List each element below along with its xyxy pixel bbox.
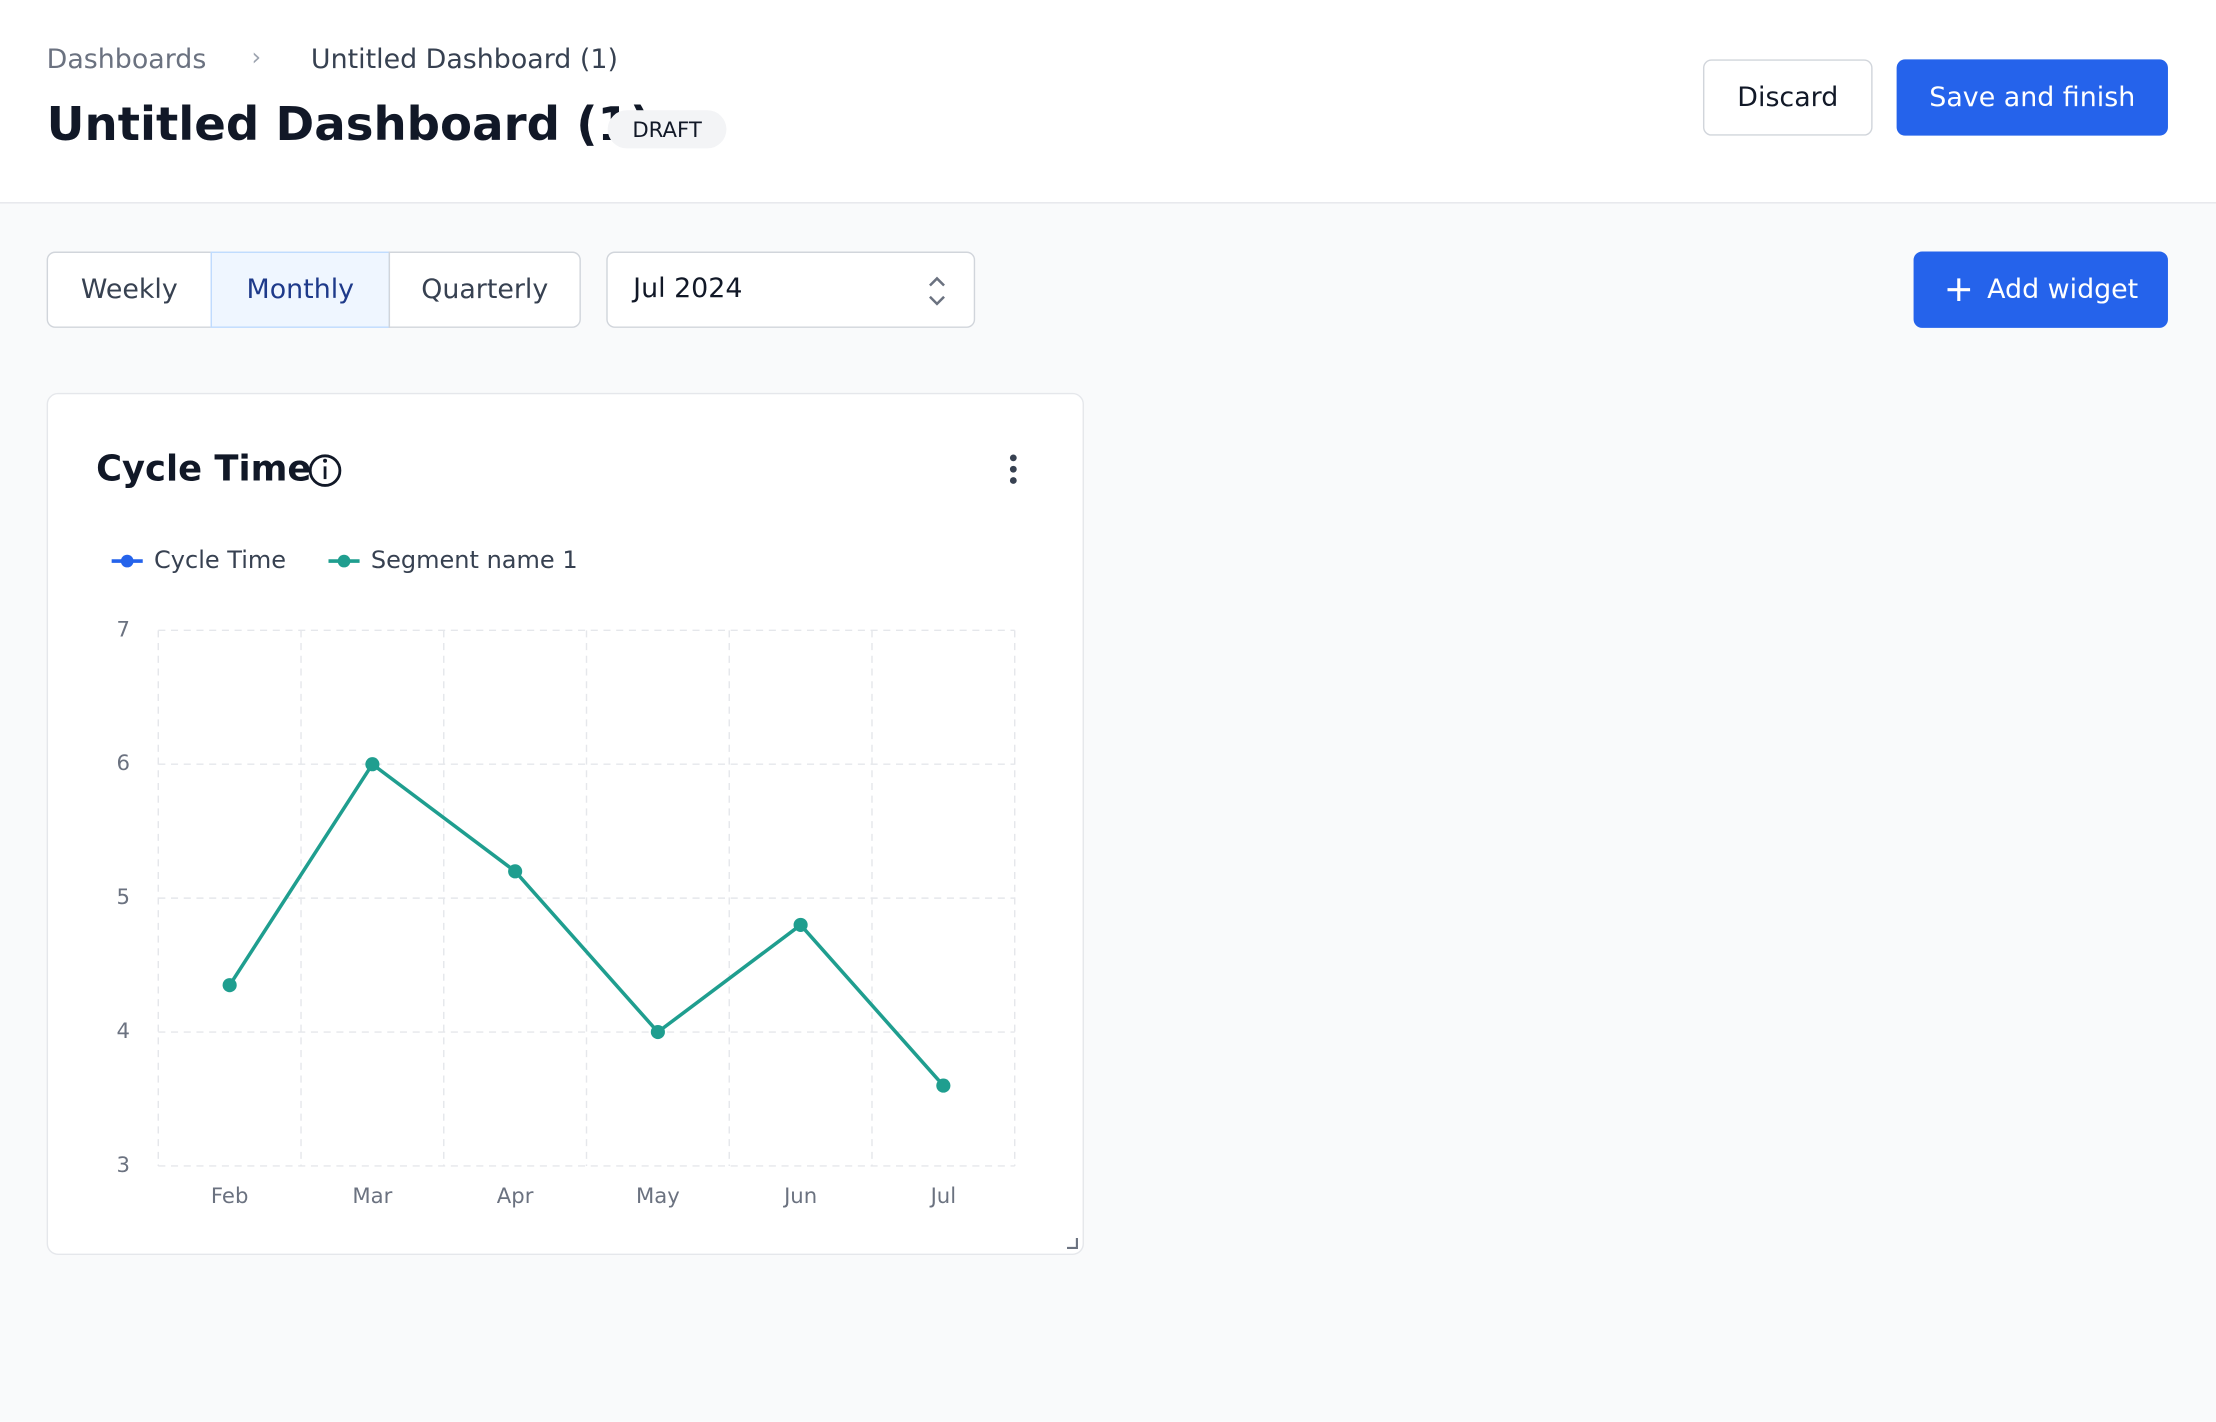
breadcrumb-link[interactable]: Dashboards (46, 43, 207, 75)
y-tick-label: 4 (117, 1018, 130, 1043)
data-point (793, 917, 808, 932)
add-widget-label: Add widget (1987, 274, 2139, 306)
data-point (650, 1024, 665, 1040)
widget-card (46, 392, 1084, 1255)
series-line (228, 761, 945, 1087)
x-tick-label: Mar (352, 1183, 392, 1208)
x-tick-label: Jul (929, 1183, 957, 1208)
data-point (936, 1078, 951, 1093)
legend-marker (120, 554, 134, 568)
period-tab[interactable]: Weekly (46, 251, 212, 328)
resize-handle[interactable] (1067, 1238, 1078, 1249)
x-tick-label: Apr (497, 1183, 534, 1208)
y-tick-label: 7 (117, 616, 130, 641)
period-tab[interactable]: Monthly (210, 251, 391, 328)
add-widget-button[interactable]: Add widget (1913, 251, 2168, 328)
date-select[interactable]: Jul 2024 (606, 251, 976, 328)
discard-button[interactable]: Discard (1702, 59, 1873, 136)
status-badge: DRAFT (607, 110, 727, 149)
breadcrumb-current: Untitled Dashboard (1) (310, 43, 618, 75)
plus-icon (1947, 278, 1971, 302)
x-tick-label: May (636, 1183, 680, 1208)
header: Dashboards › Untitled Dashboard (1) Unti… (0, 0, 2216, 204)
y-tick-label: 5 (117, 884, 130, 909)
data-point (508, 864, 523, 879)
y-tick-label: 6 (117, 750, 130, 775)
x-tick-label: Feb (211, 1183, 249, 1208)
data-point (222, 978, 237, 993)
page-title: Untitled Dashboard (1) (46, 96, 652, 152)
info-icon[interactable] (308, 454, 342, 487)
select-icon (929, 276, 945, 306)
save-button[interactable]: Save and finish (1896, 59, 2168, 136)
legend-label: Cycle Time (154, 546, 286, 574)
menu-icon[interactable] (1009, 454, 1017, 484)
y-tick-label: 3 (117, 1152, 130, 1177)
legend-marker (337, 554, 351, 568)
breadcrumb-separator: › (251, 43, 262, 73)
period-tab[interactable]: Quarterly (388, 251, 581, 328)
legend-label: Segment name 1 (371, 546, 578, 574)
date-value: Jul 2024 (633, 272, 743, 304)
data-point (365, 757, 380, 772)
x-tick-label: Jun (782, 1183, 817, 1208)
chart-title: Cycle Time (96, 449, 311, 490)
